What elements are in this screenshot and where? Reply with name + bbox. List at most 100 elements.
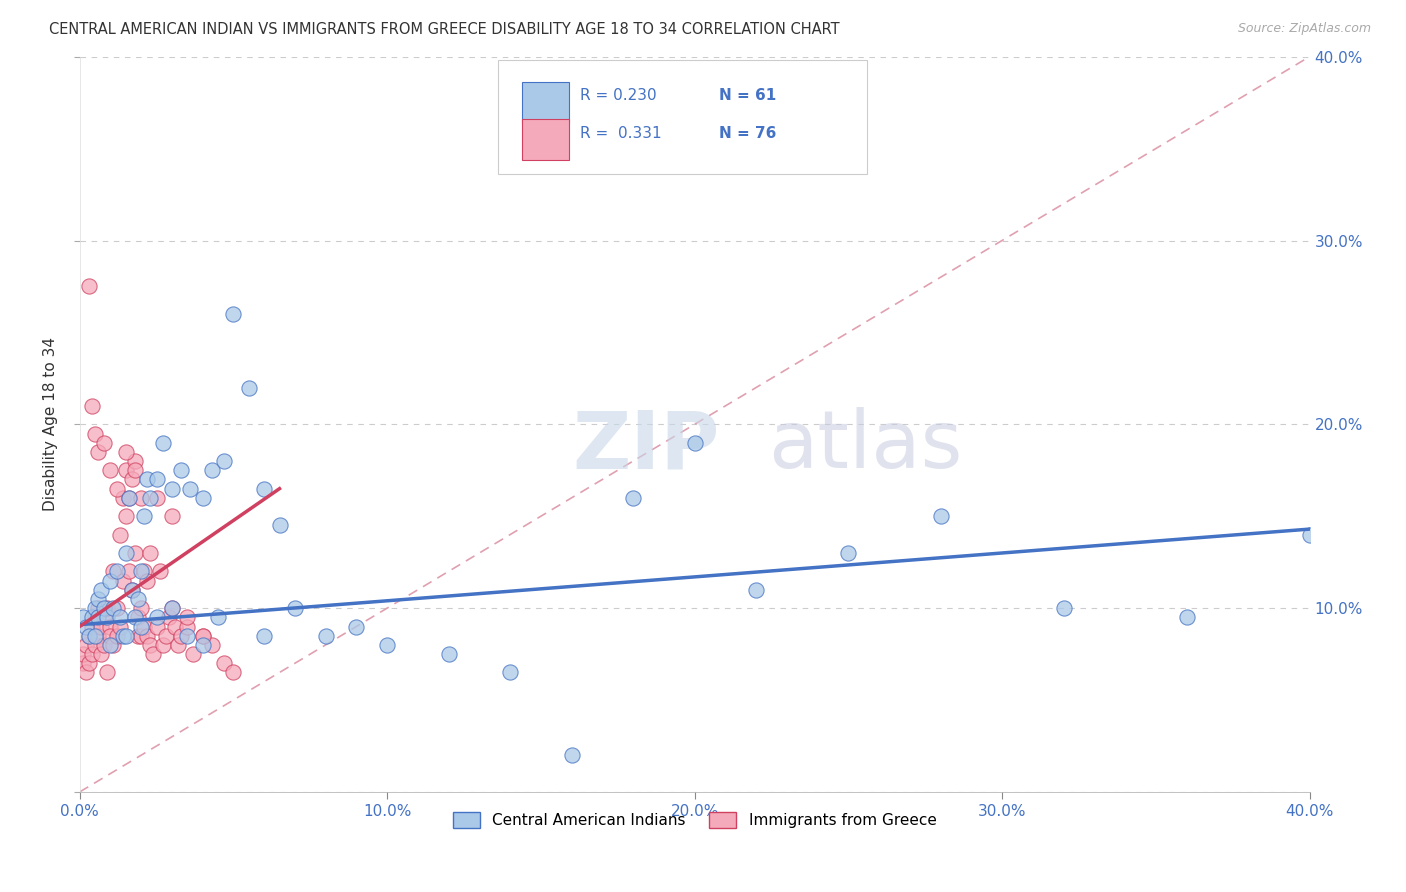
Point [96, 610, 118, 624]
Point [90, 619, 112, 633]
Point [183, 647, 205, 661]
Text: R = 0.230: R = 0.230 [581, 88, 657, 103]
Point [222, 665, 245, 680]
Point [142, 647, 165, 661]
Point [114, 445, 136, 459]
Point [84, 629, 107, 643]
Point [201, 463, 224, 477]
Point [167, 638, 190, 652]
Point [100, 619, 122, 633]
Point [152, 638, 174, 652]
Point [191, 491, 214, 505]
Point [129, 565, 152, 579]
Point [160, 482, 183, 496]
Point [114, 629, 136, 643]
Point [315, 629, 337, 643]
Point [499, 665, 522, 680]
Point [157, 610, 180, 624]
Point [139, 546, 162, 560]
Point [111, 574, 134, 588]
Point [121, 582, 143, 597]
Point [75, 665, 97, 680]
FancyBboxPatch shape [498, 61, 866, 174]
Point [179, 482, 201, 496]
Point [139, 638, 162, 652]
Point [375, 638, 398, 652]
Point [134, 565, 156, 579]
Point [163, 619, 186, 633]
Point [344, 619, 367, 633]
Point [145, 619, 167, 633]
Point [127, 629, 149, 643]
Point [93, 601, 115, 615]
Point [176, 610, 198, 624]
Point [145, 610, 167, 624]
Point [152, 435, 174, 450]
Point [80, 647, 103, 661]
Point [176, 619, 198, 633]
Point [129, 629, 152, 643]
Point [87, 591, 110, 606]
Point [238, 380, 260, 394]
Point [90, 582, 112, 597]
Point [145, 473, 167, 487]
Point [84, 601, 107, 615]
Point [269, 518, 291, 533]
Point [105, 565, 128, 579]
Point [118, 491, 141, 505]
Text: N = 76: N = 76 [720, 127, 776, 142]
Point [118, 565, 141, 579]
Point [103, 638, 125, 652]
Text: CENTRAL AMERICAN INDIAN VS IMMIGRANTS FROM GREECE DISABILITY AGE 18 TO 34 CORREL: CENTRAL AMERICAN INDIAN VS IMMIGRANTS FR… [49, 22, 839, 37]
Point [75, 638, 97, 652]
Point [127, 610, 149, 624]
Point [108, 527, 131, 541]
Point [136, 473, 159, 487]
Point [145, 491, 167, 505]
Point [75, 619, 97, 633]
FancyBboxPatch shape [523, 82, 569, 123]
Point [80, 619, 103, 633]
Point [745, 582, 768, 597]
Point [207, 610, 229, 624]
Point [100, 463, 122, 477]
Point [111, 629, 134, 643]
Point [105, 601, 128, 615]
Text: Source: ZipAtlas.com: Source: ZipAtlas.com [1237, 22, 1371, 36]
Legend: Central American Indians, Immigrants from Greece: Central American Indians, Immigrants fro… [446, 805, 943, 836]
Point [170, 629, 193, 643]
Point [212, 657, 235, 671]
Point [212, 454, 235, 468]
Point [84, 638, 107, 652]
Point [191, 629, 214, 643]
Point [437, 647, 460, 661]
Point [284, 601, 307, 615]
Point [77, 657, 100, 671]
Point [201, 638, 224, 652]
Point [170, 463, 193, 477]
Point [253, 629, 276, 643]
Point [100, 629, 122, 643]
Point [136, 629, 159, 643]
Point [124, 610, 146, 624]
Point [96, 601, 118, 615]
Point [124, 454, 146, 468]
Point [222, 307, 245, 321]
Text: R =  0.331: R = 0.331 [581, 127, 662, 142]
Point [72, 647, 94, 661]
Text: N = 61: N = 61 [720, 88, 776, 103]
Point [124, 463, 146, 477]
Point [77, 629, 100, 643]
Point [108, 610, 131, 624]
Point [93, 610, 115, 624]
Point [108, 619, 131, 633]
FancyBboxPatch shape [523, 120, 569, 160]
Point [683, 435, 706, 450]
Point [129, 601, 152, 615]
Point [93, 435, 115, 450]
Point [114, 546, 136, 560]
Y-axis label: Disability Age 18 to 34: Disability Age 18 to 34 [44, 337, 58, 511]
Point [87, 445, 110, 459]
Point [621, 491, 644, 505]
Point [111, 491, 134, 505]
